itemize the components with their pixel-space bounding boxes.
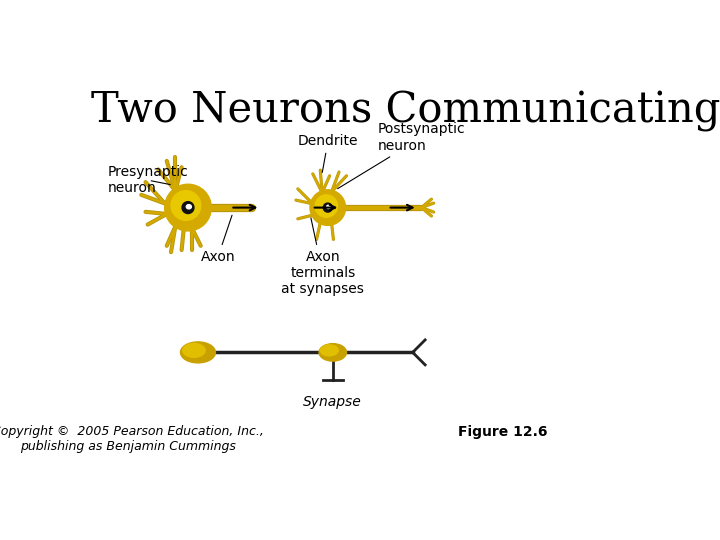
Ellipse shape — [171, 191, 201, 220]
Ellipse shape — [182, 201, 194, 213]
Text: Two Neurons Communicating at: Two Neurons Communicating at — [91, 90, 720, 132]
Ellipse shape — [165, 184, 212, 231]
Ellipse shape — [310, 190, 346, 225]
Ellipse shape — [327, 205, 330, 208]
Text: Synapse: Synapse — [303, 395, 362, 409]
Text: Copyright ©  2005 Pearson Education, Inc.,
publishing as Benjamin Cummings: Copyright © 2005 Pearson Education, Inc.… — [0, 425, 264, 453]
Ellipse shape — [181, 342, 215, 363]
Text: Dendrite: Dendrite — [298, 134, 359, 172]
Ellipse shape — [320, 345, 338, 356]
Ellipse shape — [186, 205, 192, 209]
Text: Postsynaptic
neuron: Postsynaptic neuron — [338, 123, 465, 188]
Ellipse shape — [319, 343, 346, 361]
Ellipse shape — [315, 195, 338, 217]
Ellipse shape — [183, 343, 205, 357]
Ellipse shape — [323, 203, 332, 212]
Text: Figure 12.6: Figure 12.6 — [458, 425, 547, 439]
Text: Axon: Axon — [201, 215, 235, 264]
Text: Presynaptic
neuron: Presynaptic neuron — [108, 165, 189, 195]
Text: Axon
terminals
at synapses: Axon terminals at synapses — [282, 218, 364, 296]
